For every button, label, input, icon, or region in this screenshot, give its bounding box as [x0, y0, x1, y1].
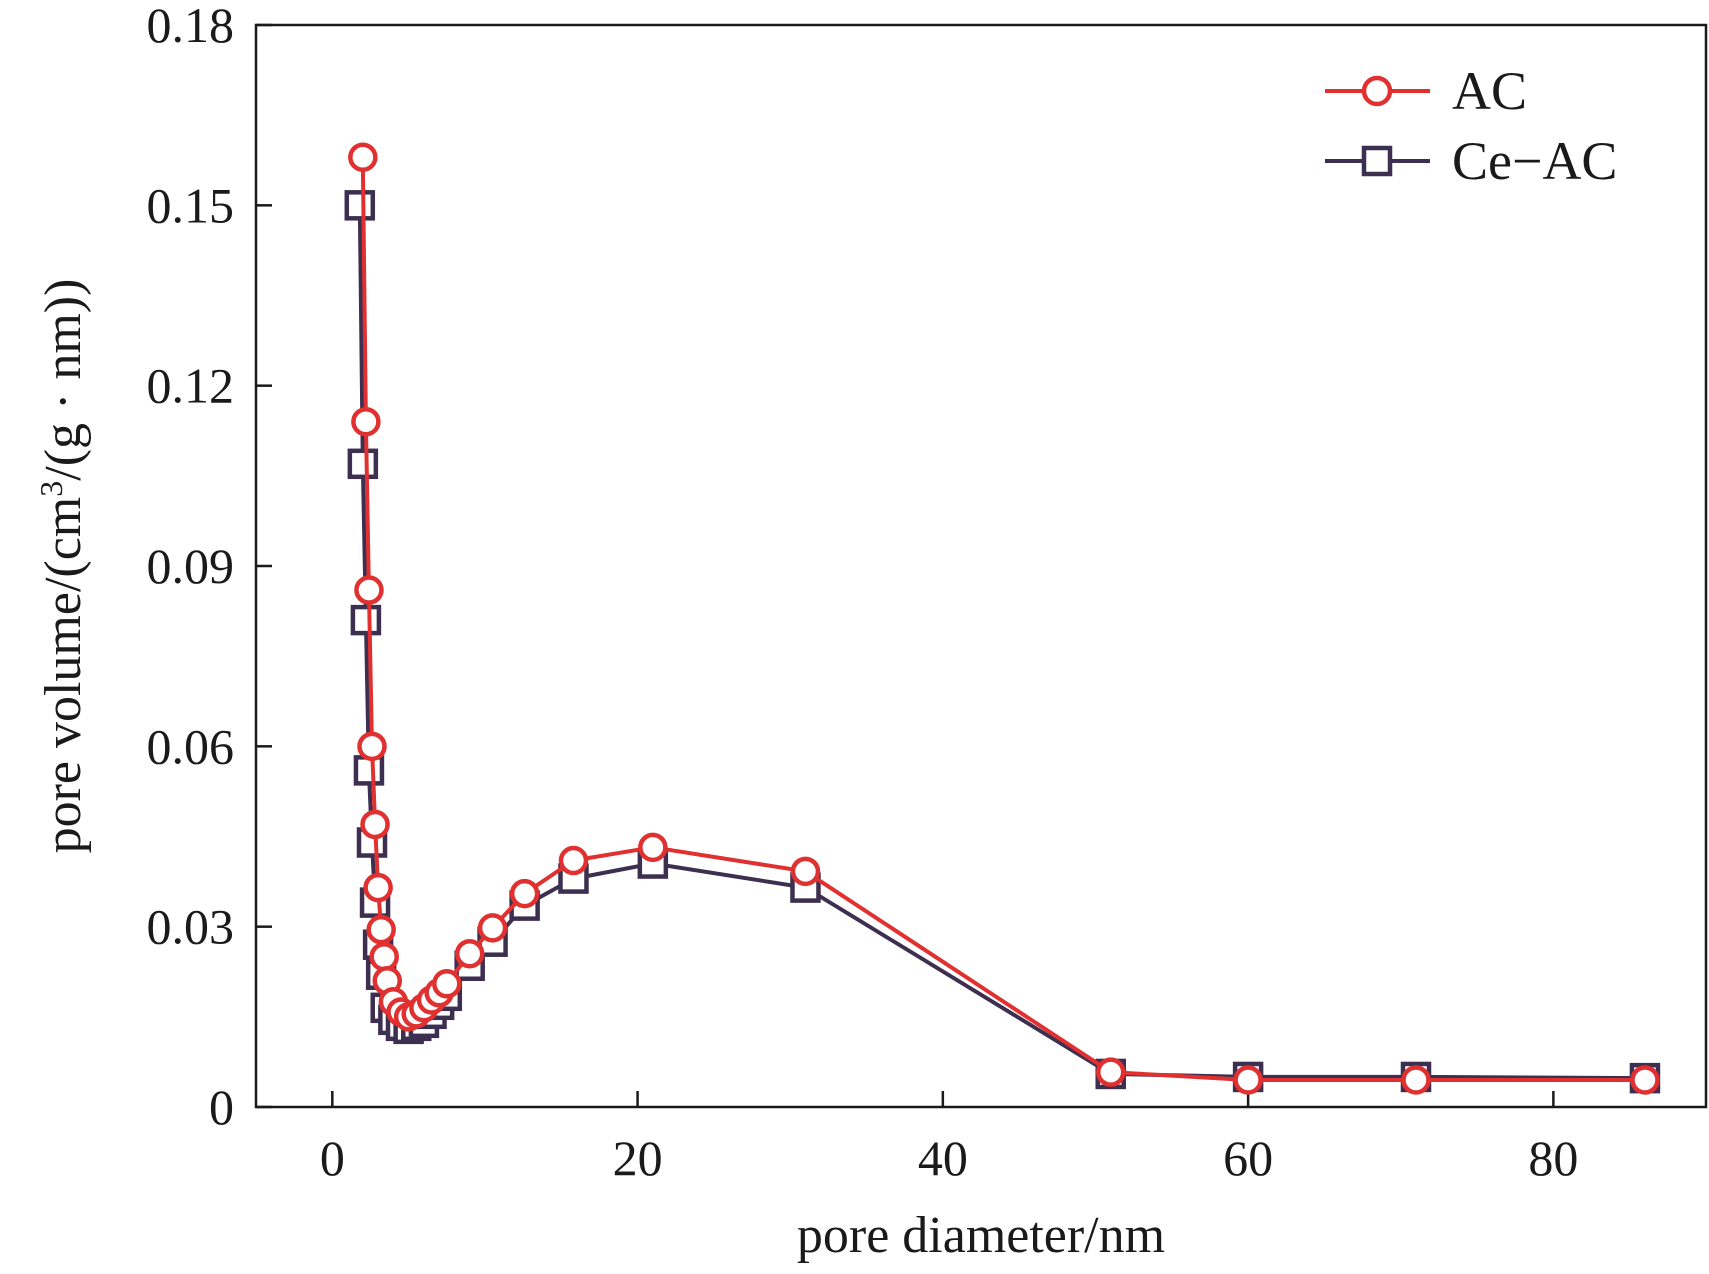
y-tick-label: 0 [209, 1079, 234, 1135]
data-point-ac [509, 878, 540, 909]
series-line-ac [360, 157, 1645, 1082]
series-layer [344, 142, 1661, 1095]
data-point-ac [638, 832, 668, 863]
y-tick-label: 0.12 [147, 358, 235, 414]
data-point-ac [1630, 1065, 1660, 1095]
y-tick-label: 0.15 [147, 177, 235, 233]
y-tick-label: 0.09 [147, 538, 235, 594]
data-point-ac [558, 845, 589, 876]
data-point-ac [432, 969, 462, 999]
data-point-ac [790, 856, 821, 887]
x-tick-label: 40 [918, 1130, 968, 1186]
data-point-ac [1095, 1057, 1126, 1087]
x-tick-label: 0 [320, 1130, 345, 1186]
data-point-ce-ac [344, 190, 376, 221]
data-point-ac [369, 941, 399, 972]
data-point-ce-ac [353, 755, 385, 786]
legend-label-ce-ac: Ce−AC [1452, 131, 1617, 191]
y-tick-label: 0.06 [147, 718, 235, 774]
y-axis-label-superscript: 3 [33, 481, 69, 497]
y-axis-label-tail: /(g · nm)) [35, 279, 92, 481]
legend: AC Ce−AC [1325, 61, 1617, 191]
legend-label-ac: AC [1452, 61, 1527, 121]
y-tick-label: 0.18 [147, 0, 235, 53]
data-point-ac [363, 872, 393, 903]
series-line-ce-ac [357, 205, 1645, 1081]
data-point-ac [366, 914, 396, 945]
x-tick-label: 20 [613, 1130, 663, 1186]
data-point-ac [351, 406, 381, 437]
legend-marker-ce-ac [1361, 145, 1393, 177]
x-axis-ticks: 0 20 40 60 80 [320, 1091, 1578, 1186]
x-axis-label: pore diameter/nm [797, 1207, 1165, 1264]
data-point-ce-ac [347, 448, 379, 480]
data-point-ac [1233, 1065, 1263, 1095]
y-axis-label: pore volume/(cm3/(g · nm)) [33, 279, 92, 854]
x-tick-label: 80 [1528, 1130, 1578, 1186]
legend-marker-ac [1361, 75, 1393, 107]
data-point-ac [454, 938, 485, 969]
data-point-ce-ac [350, 604, 382, 636]
data-point-ac [477, 913, 508, 943]
data-point-ac [360, 809, 390, 840]
data-point-ac [348, 142, 378, 172]
x-tick-label: 60 [1223, 1130, 1273, 1186]
y-tick-label: 0.03 [147, 899, 235, 955]
y-axis-ticks: 0 0.03 0.06 0.09 0.12 0.15 0.18 [147, 0, 272, 1135]
data-point-ac [357, 731, 387, 762]
y-axis-label-main: pore volume/(cm [35, 497, 92, 854]
data-point-ac [1401, 1065, 1431, 1095]
data-point-ac [354, 575, 384, 605]
